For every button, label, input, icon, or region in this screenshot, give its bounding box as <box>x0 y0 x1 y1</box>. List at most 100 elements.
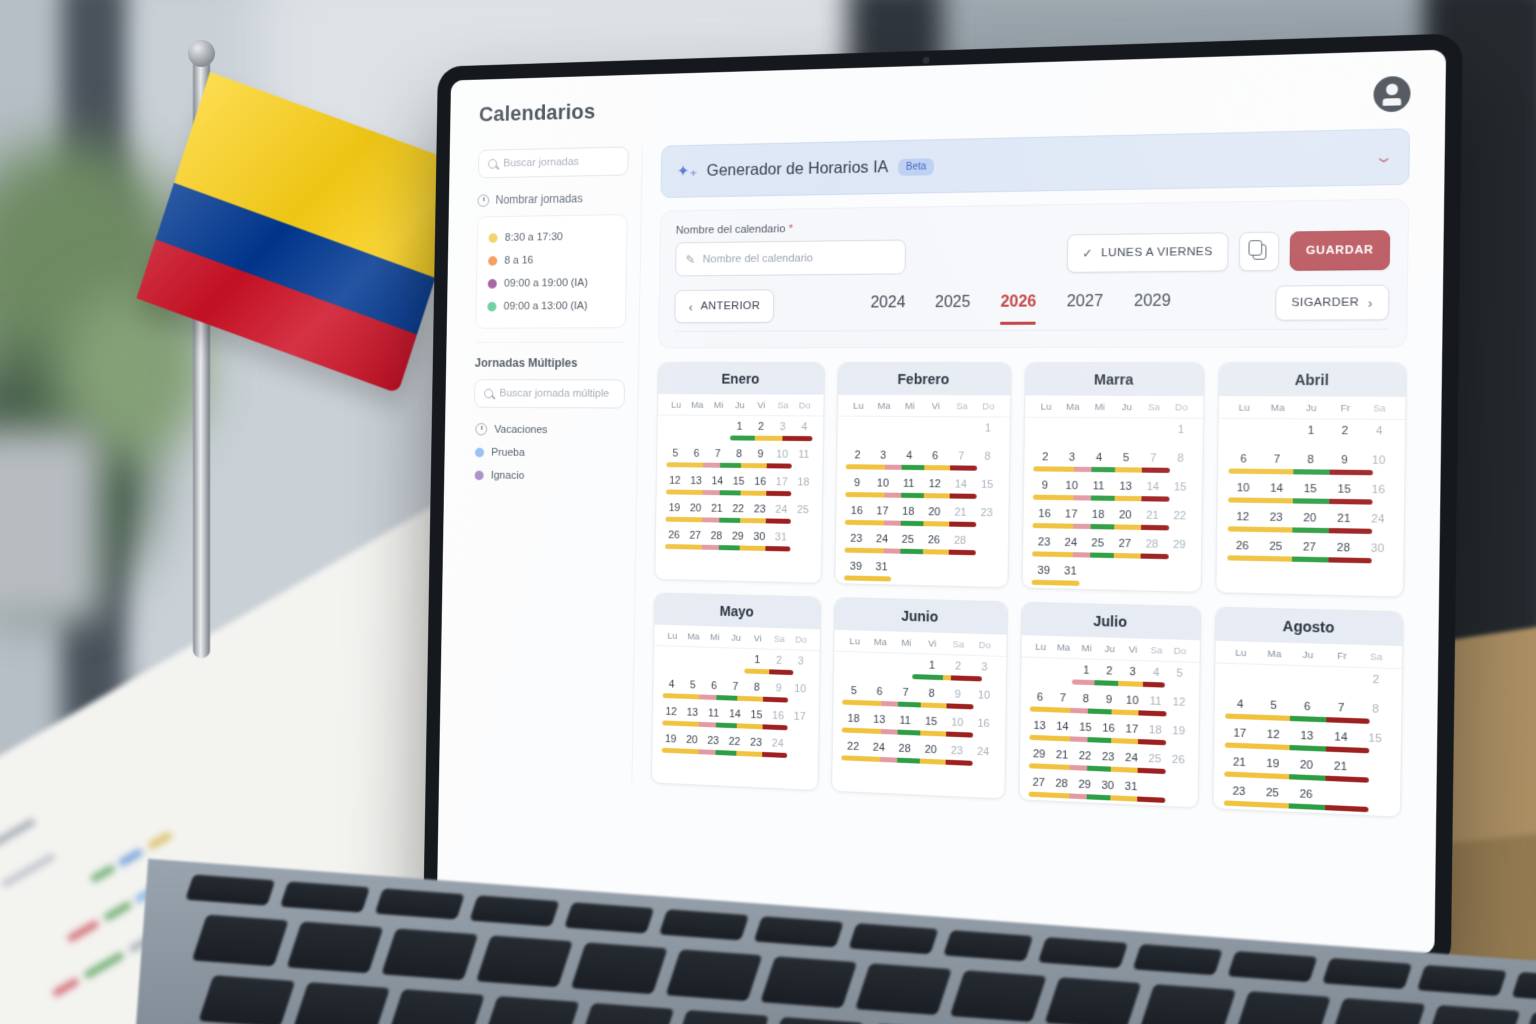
day-cell[interactable]: 15 <box>974 474 1001 493</box>
day-cell[interactable]: 8 <box>1294 448 1328 468</box>
day-cell[interactable]: 3 <box>1121 661 1145 681</box>
day-cell[interactable]: 14 <box>948 473 975 492</box>
day-cell[interactable]: 3 <box>1059 446 1086 466</box>
day-cell[interactable]: 7 <box>1260 448 1294 468</box>
day-cell[interactable]: 26 <box>921 529 947 549</box>
day-cell[interactable]: 12 <box>1226 506 1260 526</box>
day-cell[interactable]: 14 <box>1260 477 1294 497</box>
day-cell[interactable]: 5 <box>1168 662 1192 682</box>
save-button[interactable]: GUARDAR <box>1290 230 1391 271</box>
day-cell[interactable]: 18 <box>841 708 867 728</box>
day-cell[interactable]: 20 <box>1293 507 1327 527</box>
day-cell[interactable]: 23 <box>702 730 724 750</box>
day-cell[interactable]: 24 <box>1057 532 1084 552</box>
multiple-item-ignacio[interactable]: Ignacio <box>473 464 624 489</box>
day-cell[interactable]: 24 <box>866 736 892 756</box>
day-cell[interactable]: 12 <box>1256 723 1290 744</box>
day-cell[interactable]: 25 <box>895 529 921 548</box>
day-cell[interactable]: 25 <box>1143 747 1167 767</box>
day-cell[interactable]: 19 <box>1167 720 1191 740</box>
day-cell[interactable]: 2 <box>1032 446 1059 466</box>
day-cell[interactable]: 21 <box>1327 507 1361 527</box>
day-cell[interactable]: 17 <box>869 500 895 519</box>
day-cell[interactable]: 14 <box>1324 725 1358 746</box>
calendar-name-input[interactable]: ✎ Nombre del calendario <box>675 239 906 276</box>
day-cell[interactable]: 23 <box>1031 531 1058 551</box>
day-cell[interactable]: 21 <box>1223 751 1257 772</box>
day-cell[interactable]: 13 <box>1028 714 1051 734</box>
day-cell[interactable]: 4 <box>661 674 682 693</box>
day-cell[interactable]: 13 <box>1290 724 1324 745</box>
day-cell[interactable]: 12 <box>664 470 685 489</box>
day-cell[interactable]: 5 <box>1257 694 1291 715</box>
day-cell[interactable]: 24 <box>1361 508 1396 528</box>
day-cell[interactable]: 29 <box>1166 533 1194 553</box>
day-cell[interactable]: 31 <box>869 556 895 576</box>
day-cell[interactable]: 6 <box>1290 695 1324 716</box>
day-cell[interactable]: 21 <box>947 501 974 521</box>
day-cell[interactable]: 23 <box>1222 780 1256 801</box>
day-cell[interactable]: 24 <box>869 528 895 547</box>
day-cell[interactable]: 39 <box>1030 559 1057 579</box>
day-cell[interactable]: 2 <box>945 655 972 675</box>
jornada-item[interactable]: 09:00 a 13:00 (IA) <box>485 294 616 318</box>
day-cell[interactable]: 12 <box>922 473 948 492</box>
day-cell[interactable]: 5 <box>682 674 704 693</box>
day-cell[interactable]: 21 <box>1323 755 1357 776</box>
day-cell[interactable]: 39 <box>843 556 869 575</box>
day-cell[interactable]: 8 <box>728 443 750 462</box>
day-cell[interactable]: 4 <box>793 416 815 435</box>
day-cell[interactable]: 26 <box>1289 782 1323 803</box>
day-cell[interactable]: 10 <box>1226 477 1260 497</box>
day-cell[interactable]: 19 <box>660 728 681 747</box>
day-cell[interactable]: 31 <box>1057 560 1084 580</box>
day-cell[interactable]: 20 <box>1290 753 1324 774</box>
day-cell[interactable]: 15 <box>1327 478 1361 498</box>
day-cell[interactable]: 6 <box>867 681 893 701</box>
day-cell[interactable]: 13 <box>685 470 707 489</box>
day-cell[interactable]: 7 <box>1324 696 1358 717</box>
day-cell[interactable]: 18 <box>1143 719 1167 739</box>
day-cell[interactable]: 20 <box>1112 504 1139 524</box>
day-cell[interactable]: 26 <box>1166 748 1190 769</box>
day-cell[interactable]: 9 <box>1327 449 1361 469</box>
day-cell[interactable]: 6 <box>1028 686 1051 706</box>
day-cell[interactable]: 11 <box>1144 690 1168 710</box>
day-cell[interactable]: 26 <box>1226 535 1260 555</box>
day-cell[interactable]: 25 <box>1084 532 1111 552</box>
day-cell[interactable]: 11 <box>1085 475 1112 495</box>
day-cell[interactable]: 11 <box>793 444 815 463</box>
day-cell[interactable]: 11 <box>703 702 725 721</box>
day-cell[interactable]: 8 <box>746 676 768 695</box>
day-cell[interactable]: 23 <box>973 502 1000 522</box>
day-cell[interactable]: 3 <box>772 416 794 435</box>
day-cell[interactable]: 23 <box>1096 746 1119 766</box>
day-cell[interactable]: 21 <box>1050 744 1073 764</box>
day-cell[interactable]: 16 <box>844 500 870 519</box>
jornada-item[interactable]: 09:00 a 19:00 (IA) <box>486 271 617 295</box>
day-cell[interactable]: 27 <box>1111 532 1138 552</box>
next-button[interactable]: SIGARDER › <box>1275 285 1389 321</box>
day-cell[interactable]: 10 <box>1361 449 1396 469</box>
day-cell[interactable]: 19 <box>1256 752 1290 773</box>
year-tab-2025[interactable]: 2025 <box>935 293 971 324</box>
day-cell[interactable]: 23 <box>749 499 771 518</box>
day-cell[interactable]: 24 <box>1120 747 1144 767</box>
day-cell[interactable]: 1 <box>729 416 751 435</box>
day-cell[interactable]: 22 <box>1166 505 1194 525</box>
search-jornadas-input[interactable]: Buscar jornadas <box>478 146 629 178</box>
day-cell[interactable]: 28 <box>1326 536 1360 557</box>
day-cell[interactable]: 15 <box>1166 476 1194 496</box>
day-cell[interactable]: 28 <box>706 525 728 544</box>
day-cell[interactable]: 7 <box>707 443 729 462</box>
day-cell[interactable]: 1 <box>919 654 945 674</box>
day-cell[interactable]: 17 <box>789 706 811 726</box>
day-cell[interactable]: 14 <box>1139 476 1167 496</box>
day-cell[interactable]: 29 <box>1028 743 1051 763</box>
day-cell[interactable]: 8 <box>918 682 944 702</box>
day-cell[interactable]: 23 <box>944 739 971 759</box>
day-cell[interactable]: 25 <box>1259 535 1293 555</box>
day-cell[interactable]: 28 <box>947 530 974 550</box>
multiple-item-vacaciones[interactable]: Vacaciones <box>473 417 624 442</box>
day-cell[interactable]: 7 <box>1139 447 1167 467</box>
